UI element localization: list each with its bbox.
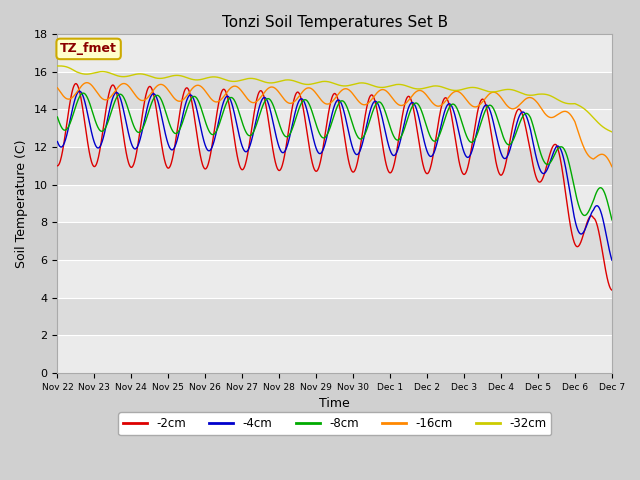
Title: Tonzi Soil Temperatures Set B: Tonzi Soil Temperatures Set B xyxy=(221,15,448,30)
Legend: -2cm, -4cm, -8cm, -16cm, -32cm: -2cm, -4cm, -8cm, -16cm, -32cm xyxy=(118,412,551,435)
Bar xyxy=(58,109,612,147)
Bar xyxy=(58,222,612,260)
Bar xyxy=(58,336,612,373)
Bar xyxy=(58,260,612,298)
Bar xyxy=(58,298,612,336)
Y-axis label: Soil Temperature (C): Soil Temperature (C) xyxy=(15,139,28,268)
X-axis label: Time: Time xyxy=(319,397,350,410)
Bar xyxy=(58,147,612,185)
Bar xyxy=(58,72,612,109)
Text: TZ_fmet: TZ_fmet xyxy=(60,42,117,55)
Bar xyxy=(58,34,612,72)
Bar xyxy=(58,185,612,222)
